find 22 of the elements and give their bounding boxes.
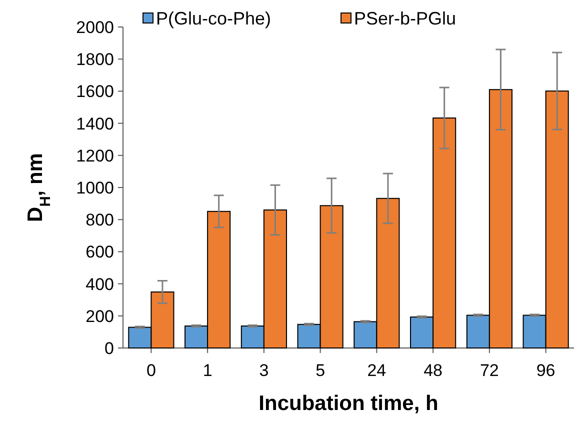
y-tick-label: 1200 <box>76 146 114 166</box>
y-tick-label: 1800 <box>76 50 114 70</box>
x-tick-label: 3 <box>259 361 269 380</box>
y-tick-label: 200 <box>86 306 114 326</box>
x-tick-label: 48 <box>424 361 443 380</box>
x-tick-label: 1 <box>202 361 212 380</box>
x-tick-label: 72 <box>480 361 499 380</box>
y-tick-label: 1400 <box>76 114 114 134</box>
y-tick-label: 400 <box>86 274 114 294</box>
x-tick-label: 24 <box>367 361 386 380</box>
legend-label: P(Glu-co-Phe) <box>156 8 272 28</box>
y-tick-label: 800 <box>86 210 114 230</box>
y-tick-label: 0 <box>104 338 114 358</box>
y-tick-label: 2000 <box>76 18 114 37</box>
x-tick-label: 0 <box>146 361 156 380</box>
x-axis-title: Incubation time, h <box>258 392 438 415</box>
x-tick-label: 96 <box>536 361 556 380</box>
y-tick-label: 1000 <box>76 178 114 198</box>
y-tick-label: 1600 <box>76 82 114 102</box>
y-tick-label: 600 <box>86 242 114 262</box>
legend-label: PSer-b-PGlu <box>354 8 456 28</box>
x-tick-label: 5 <box>316 361 326 380</box>
